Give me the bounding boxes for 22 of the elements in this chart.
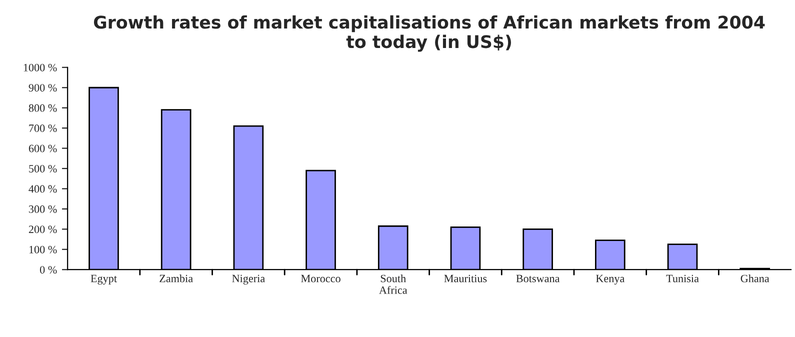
x-tick-label: Mauritius <box>444 274 487 282</box>
y-tick-label: 700 % <box>29 124 57 132</box>
x-tick-label: Morocco <box>301 274 340 282</box>
y-tick-label: 600 % <box>28 144 57 152</box>
y-tick-label: 400 % <box>28 185 57 193</box>
y-tick-label: 0 % <box>40 266 57 274</box>
y-tick-label: 900 % <box>28 84 57 92</box>
chart-title: Growth rates of market capitalisations of African markets from 2004 to today (in US$) <box>94 15 765 52</box>
x-tick-label: Botswana <box>516 274 560 282</box>
x-tick-label: Zambia <box>160 274 193 282</box>
y-tick-label: 200 % <box>28 226 57 234</box>
x-tick-label: Egypt <box>90 274 117 285</box>
x-tick-label: Kenya <box>596 274 625 285</box>
y-tick-label: 500 % <box>29 164 57 172</box>
x-tick-label: Tunisia <box>666 274 699 282</box>
x-tick-label: Nigeria <box>232 274 265 285</box>
x-tick-label: Ghana <box>740 274 770 282</box>
x-tick-label: South Africa <box>379 274 408 294</box>
y-tick-label: 300 % <box>28 205 57 213</box>
y-tick-label: 800 % <box>28 104 57 112</box>
y-tick-label: 1000 % <box>24 64 57 72</box>
y-tick-label: 100 % <box>29 246 57 254</box>
